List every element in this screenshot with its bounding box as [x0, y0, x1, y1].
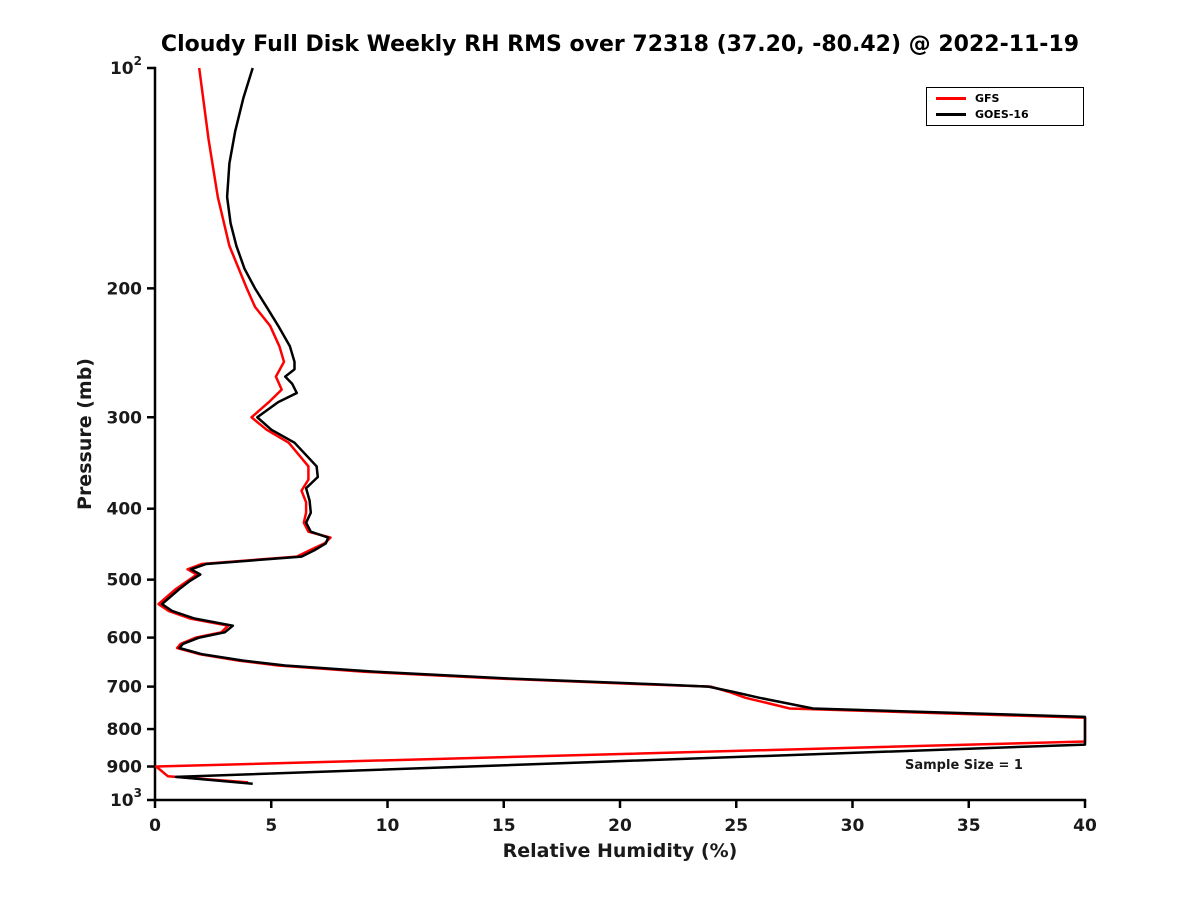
- x-tick-label: 10: [376, 816, 400, 836]
- y-tick-label: 103: [110, 786, 142, 811]
- goes16-line-swatch: [936, 113, 966, 116]
- y-tick-label: 200: [107, 279, 143, 299]
- x-tick-label: 20: [608, 816, 632, 836]
- y-tick-label: 300: [107, 408, 143, 428]
- series-line-goes-16: [160, 67, 1087, 785]
- y-tick-label: 400: [107, 500, 143, 520]
- x-tick-label: 15: [492, 816, 516, 836]
- axes-spines: [153, 66, 1087, 802]
- y-tick-label: 102: [110, 54, 142, 79]
- x-tick-label: 30: [841, 816, 865, 836]
- y-tick-label: 900: [107, 758, 143, 778]
- y-axis-label: Pressure (mb): [74, 358, 96, 510]
- legend-label-goes16: GOES-16: [975, 108, 1029, 121]
- sample-size-annotation: Sample Size = 1: [905, 758, 1023, 773]
- chart-title: Cloudy Full Disk Weekly RH RMS over 7231…: [160, 32, 1080, 57]
- x-tick-label: 40: [1073, 816, 1097, 836]
- legend-label-gfs: GFS: [975, 92, 1000, 105]
- x-tick-label: 5: [265, 816, 277, 836]
- gfs-line-swatch: [936, 97, 966, 100]
- legend-entry-gfs: GFS: [936, 93, 1074, 104]
- x-tick-label: 35: [957, 816, 981, 836]
- x-tick-label: 25: [724, 816, 748, 836]
- x-axis-label: Relative Humidity (%): [502, 840, 738, 862]
- y-tick-label: 700: [107, 678, 143, 698]
- x-tick-label: 0: [149, 816, 161, 836]
- y-tick-label: 500: [107, 571, 143, 591]
- series-line-gfs: [154, 67, 1087, 784]
- legend: GFS GOES-16: [926, 87, 1084, 126]
- y-tick-label: 800: [107, 720, 143, 740]
- legend-entry-goes16: GOES-16: [936, 109, 1074, 120]
- y-tick-label: 600: [107, 629, 143, 649]
